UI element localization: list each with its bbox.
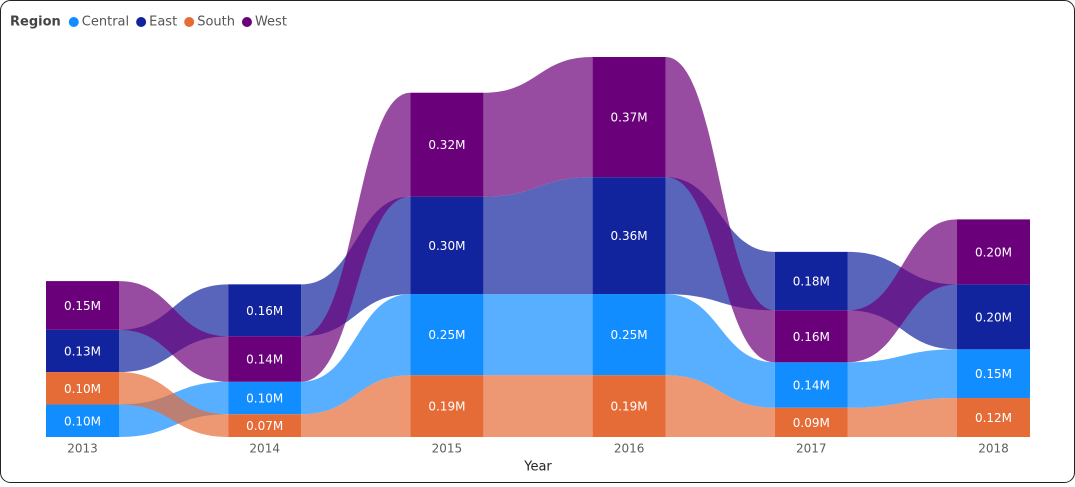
bar-segment [957,398,1030,437]
legend-marker [136,17,147,27]
data-label: 0.19M [611,400,648,414]
ribbon [301,92,411,382]
data-label: 0.25M [611,328,648,342]
bar-segment [410,294,484,376]
bar-segment [228,284,302,337]
data-label: 0.10M [64,382,101,396]
data-label: 0.14M [246,353,283,367]
data-label: 0.16M [793,330,830,344]
ribbon [119,372,229,437]
data-label: 0.12M [975,411,1012,425]
ribbon [665,375,775,437]
legend-marker [241,17,252,27]
bar-segment [46,404,119,437]
legend-label: South [197,15,235,30]
data-label: 0.09M [793,416,830,430]
bar-segment [957,219,1030,285]
x-tick-label: 2013 [67,442,98,456]
ribbon [847,219,957,363]
ribbon [301,375,411,437]
bar-segment [957,284,1030,350]
data-label: 0.10M [246,392,283,406]
ribbon [301,294,411,415]
x-tick-label: 2018 [978,442,1009,456]
data-label: 0.20M [975,245,1012,259]
ribbon [847,349,957,408]
bar-segment [774,362,848,408]
ribbon [483,57,593,197]
bar-segment [46,329,119,373]
x-tick-label: 2015 [432,442,463,456]
x-tick-label: 2016 [614,442,645,456]
data-label: 0.10M [64,414,101,428]
legend: Region Central East South West [10,15,287,30]
data-label: 0.07M [246,419,283,433]
data-label: 0.14M [793,379,830,393]
legend-label: West [255,15,287,30]
legend-marker [184,17,195,27]
bar-segment [592,294,666,376]
legend-marker [68,17,79,27]
bar-segment [228,381,302,415]
data-label: 0.25M [428,328,465,342]
bar-segment [774,310,848,363]
data-label: 0.20M [975,310,1012,324]
legend-label: East [149,15,177,30]
data-label: 0.13M [64,344,101,358]
bar-segment [410,196,484,295]
ribbon [665,294,775,408]
ribbon [483,294,593,376]
data-label: 0.19M [428,400,465,414]
bar-segment [592,57,666,178]
bars: 2013 0.10M 0.13M 0.10M 0.15M 2014 0.10M 0.16M 0.… [46,57,1030,456]
x-tick-label: 2017 [796,442,827,456]
ribbons [119,57,957,437]
legend-label: Central [82,15,129,30]
bar-segment [228,336,302,382]
data-label: 0.15M [64,299,101,313]
legend-title: Region [10,15,61,30]
data-label: 0.32M [428,138,465,152]
bar-segment [228,414,302,437]
bar-segment [592,375,666,437]
data-label: 0.16M [246,304,283,318]
bar-segment [774,407,848,437]
bar-segment [592,177,666,295]
data-label: 0.18M [793,275,830,289]
bar-segment [46,281,119,330]
data-label: 0.37M [611,111,648,125]
bar-segment [410,375,484,437]
bar-segment [410,92,484,197]
ribbon [847,398,957,437]
bar-segment [46,372,119,405]
ribbon [483,375,593,437]
ribbon [483,177,593,295]
ribbon [119,281,229,382]
data-label: 0.30M [428,239,465,253]
bar-segment [957,349,1030,399]
data-label: 0.15M [975,367,1012,381]
bar-segment [774,251,848,311]
data-label: 0.36M [611,229,648,243]
x-axis-title: Year [523,460,552,475]
ribbon [665,57,775,363]
x-tick-label: 2014 [249,442,280,456]
